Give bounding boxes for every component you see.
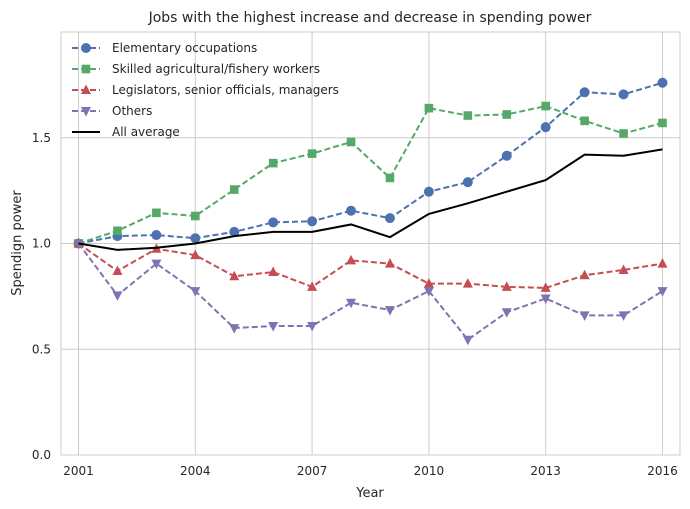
x-tick-label: 2007 [297, 464, 328, 478]
data-point [268, 321, 279, 332]
data-point [152, 208, 161, 218]
legend-entry: Skilled agricultural/fishery workers [72, 62, 320, 76]
y-axis-label: Spendign power [10, 190, 25, 296]
series-layer [73, 77, 668, 346]
x-tick-label: 2004 [180, 464, 211, 478]
data-point [540, 282, 551, 292]
grid [61, 32, 680, 456]
data-point [190, 287, 201, 297]
data-point [268, 217, 279, 228]
data-point [112, 291, 123, 301]
legend-label: Others [112, 104, 152, 118]
data-point [112, 265, 123, 275]
data-point [268, 266, 279, 277]
x-axis-label: Year [355, 486, 384, 501]
series-1 [74, 101, 667, 248]
data-point [502, 110, 512, 119]
data-point [657, 77, 668, 88]
data-point [384, 258, 395, 268]
data-point [463, 111, 473, 120]
data-point [618, 264, 629, 274]
data-point [657, 287, 668, 297]
data-point [384, 306, 395, 316]
data-point [151, 230, 162, 241]
series-2 [73, 238, 668, 292]
data-point [307, 281, 318, 291]
data-point [190, 249, 201, 260]
data-point [423, 278, 434, 288]
data-point [346, 298, 357, 309]
data-point [307, 149, 317, 158]
data-point [501, 150, 512, 161]
data-point [540, 122, 551, 133]
series-line [78, 148, 663, 251]
legend-entry: Elementary occupations [72, 41, 257, 55]
data-point [501, 308, 512, 318]
legend: Elementary occupations Skilled agricultur… [72, 41, 339, 139]
data-point [618, 311, 629, 321]
data-point [540, 294, 551, 304]
data-point [580, 116, 589, 126]
data-point [579, 311, 590, 321]
x-tick-label: 2010 [414, 464, 445, 478]
data-point [501, 281, 512, 291]
data-point [307, 321, 318, 332]
chart-title: Jobs with the highest increase and decre… [148, 10, 592, 26]
series-0 [73, 77, 668, 249]
data-point [423, 186, 434, 197]
legend-entry: Legislators, senior officials, managers [72, 83, 339, 97]
x-tick-label: 2001 [63, 464, 94, 478]
x-tick-label: 2016 [647, 464, 678, 478]
data-point [579, 269, 590, 280]
series-line [77, 242, 664, 342]
data-point [190, 233, 201, 244]
y-tick-label: 0.0 [32, 448, 51, 462]
data-point [385, 173, 395, 183]
data-point [462, 335, 473, 346]
data-point [191, 211, 200, 221]
legend-marker [81, 107, 91, 117]
series-line [78, 104, 663, 245]
y-tick-label: 1.5 [32, 131, 51, 145]
data-point [346, 254, 357, 265]
legend-label: Skilled agricultural/fishery workers [112, 62, 320, 76]
tick-labels: 2001 2004 2007 2010 2013 2016 0.0 0.5 1.0 1.5 [32, 131, 678, 478]
data-point [618, 89, 629, 100]
data-point [268, 158, 278, 168]
legend-marker [81, 84, 91, 94]
data-point [307, 216, 318, 227]
legend-entry: Others [72, 104, 152, 118]
data-point [424, 103, 434, 113]
y-tick-label: 1.0 [32, 237, 51, 251]
data-point [462, 177, 473, 188]
data-point [384, 213, 395, 224]
x-tick-label: 2013 [530, 464, 561, 478]
legend-marker [81, 43, 91, 53]
data-point [657, 258, 668, 268]
data-point [579, 87, 590, 98]
data-point [346, 137, 356, 147]
y-tick-label: 0.5 [32, 342, 51, 356]
data-point [423, 287, 434, 297]
legend-entry: All average [72, 125, 180, 139]
legend-label: Legislators, senior officials, managers [112, 83, 339, 97]
data-point [619, 129, 628, 138]
data-point [346, 205, 357, 216]
data-point [462, 278, 473, 288]
series-line [77, 242, 663, 289]
series-line [78, 81, 663, 245]
legend-marker [81, 64, 91, 74]
legend-label: Elementary occupations [112, 41, 257, 55]
data-point [151, 259, 162, 270]
data-point [658, 118, 667, 128]
data-point [541, 101, 550, 111]
series-4 [78, 148, 663, 251]
data-point [229, 185, 239, 194]
data-point [229, 324, 240, 334]
data-point [113, 226, 122, 236]
data-point [229, 270, 240, 281]
legend-label: All average [112, 125, 180, 139]
